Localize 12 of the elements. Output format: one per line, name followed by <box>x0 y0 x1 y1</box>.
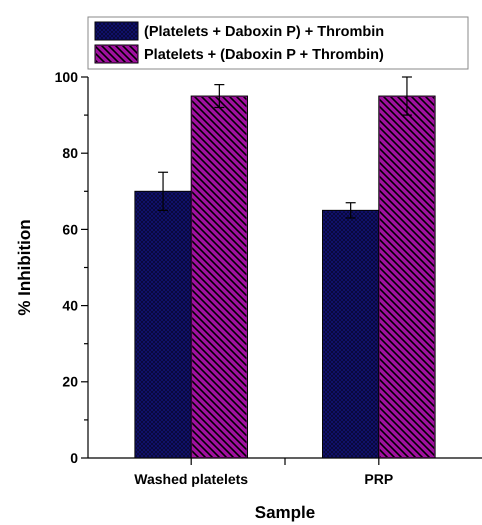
legend-label: (Platelets + Daboxin P) + Thrombin <box>144 24 384 40</box>
x-axis-title: Sample <box>254 503 316 522</box>
y-axis-title: % Inhibition <box>15 219 34 316</box>
x-tick-label: PRP <box>364 471 394 487</box>
x-tick-label: Washed platelets <box>134 471 248 487</box>
y-tick-label: 0 <box>70 450 78 466</box>
y-tick-label: 60 <box>62 221 78 238</box>
y-tick-label: 100 <box>54 68 78 85</box>
y-tick-label: 40 <box>62 298 78 314</box>
y-tick-label: 80 <box>62 145 78 162</box>
legend-label: Platelets + (Daboxin P + Thrombin) <box>144 47 384 64</box>
y-tick-label: 20 <box>62 374 78 390</box>
